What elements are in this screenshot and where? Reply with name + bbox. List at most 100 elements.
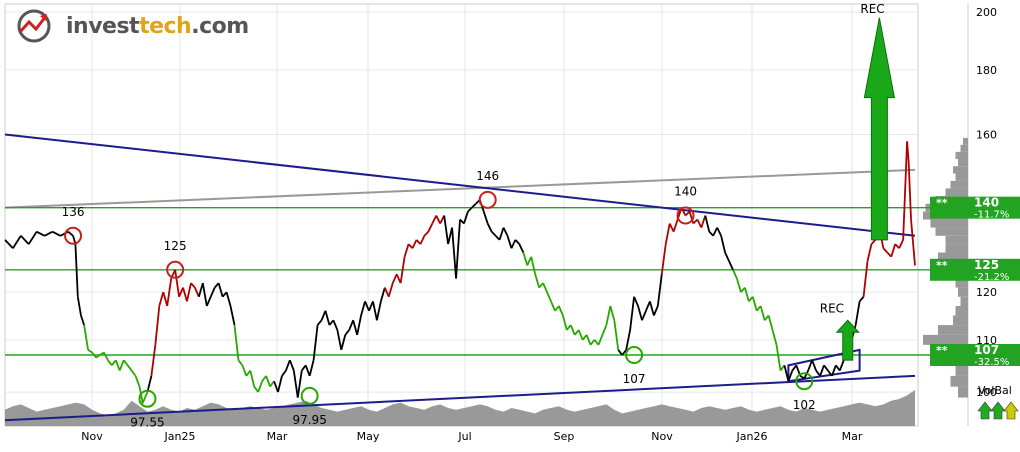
price-segment [364, 301, 370, 312]
price-segment [4, 239, 14, 249]
price-segment [186, 282, 192, 302]
circle-annotation [138, 389, 157, 408]
signal-label: REC [860, 2, 884, 16]
price-segment [870, 239, 877, 245]
annotation-label: 107 [623, 372, 646, 386]
brand-name: investtech.com [66, 13, 249, 39]
volume-profile-bar [960, 296, 968, 307]
price-segment [518, 243, 525, 253]
price-segment [20, 235, 30, 245]
price-segment [296, 370, 303, 398]
price-segment [838, 359, 845, 371]
price-segment [95, 354, 101, 359]
price-segment [637, 305, 643, 321]
trend-channel-line [4, 374, 916, 422]
rectangle-formation [787, 348, 861, 383]
circle-annotation [625, 346, 644, 365]
price-segment [52, 230, 61, 237]
price-segment [787, 370, 794, 382]
price-segment [854, 301, 861, 326]
price-segment [526, 256, 533, 266]
level-star-marker: ** [936, 259, 948, 272]
price-segment [91, 351, 97, 359]
plot-area [4, 3, 919, 427]
annotation-label: 140 [674, 185, 697, 199]
price-segment [380, 287, 386, 302]
price-segment [253, 386, 259, 393]
level-star-marker: ** [936, 344, 948, 357]
price-segment [585, 334, 592, 346]
price-segment [332, 319, 339, 331]
price-segment [403, 243, 410, 258]
signal-label: REC [820, 301, 844, 315]
x-tick-label: May [357, 430, 380, 443]
price-segment [819, 365, 825, 377]
price-segment [823, 364, 829, 372]
price-segment [217, 282, 224, 297]
price-segment [225, 291, 232, 307]
price-segment [530, 256, 537, 275]
circle-annotation [478, 190, 497, 209]
price-segment [791, 364, 798, 372]
price-segment [902, 180, 907, 240]
volume-profile-bar [958, 158, 968, 167]
price-segment [471, 203, 477, 209]
level-box [930, 196, 1020, 219]
price-segment [759, 305, 766, 321]
price-segment [633, 296, 639, 307]
price-segment [653, 305, 659, 316]
price-segment [304, 365, 311, 377]
price-segment [198, 282, 204, 297]
price-segment [482, 211, 489, 224]
annotation-label: 136 [62, 205, 85, 219]
price-segment [44, 230, 53, 237]
y-tick-label: 120 [976, 286, 997, 299]
volume-profile-bar [938, 325, 968, 335]
signal-arrow-icon [863, 17, 895, 241]
level-percent: -21.2% [974, 272, 1009, 283]
price-segment [562, 315, 568, 331]
volume-profile-bar [955, 151, 968, 159]
price-segment [209, 287, 216, 298]
price-segment [581, 334, 588, 341]
price-segment [431, 215, 438, 224]
price-segment [906, 141, 910, 163]
price-segment [577, 329, 584, 341]
price-segment [605, 305, 612, 326]
price-segment [609, 305, 616, 321]
price-segment [510, 239, 517, 249]
x-tick-label: Mar [267, 430, 288, 443]
price-segment [261, 375, 267, 382]
price-segment [720, 235, 726, 253]
volume-profile-bar [963, 137, 968, 145]
level-box [930, 258, 1020, 281]
price-segment [862, 260, 869, 297]
circle-annotation [166, 260, 185, 279]
price-segment [399, 256, 406, 284]
price-segment [554, 305, 560, 312]
x-tick-label: Nov [81, 430, 103, 443]
price-segment [308, 359, 315, 377]
price-segment [76, 296, 82, 316]
price-segment [455, 219, 461, 279]
volume-profile-bar [930, 219, 968, 228]
level-star-marker: ** [936, 197, 948, 210]
price-segment [130, 370, 137, 377]
price-segment [316, 319, 323, 326]
price-segment [910, 219, 916, 266]
price-segment [273, 380, 279, 393]
price-segment [174, 269, 180, 297]
price-segment [324, 310, 331, 326]
volume-profile-bar [953, 166, 968, 174]
price-segment [344, 329, 350, 336]
price-segment [435, 215, 442, 224]
price-segment [771, 329, 778, 346]
price-segment [736, 278, 742, 293]
price-segment [36, 230, 45, 237]
price-segment [827, 370, 833, 377]
price-segment [348, 319, 355, 331]
price-segment [144, 391, 149, 398]
price-segment [427, 223, 434, 233]
up-arrow-icon [990, 401, 1006, 420]
price-segment [150, 344, 157, 376]
